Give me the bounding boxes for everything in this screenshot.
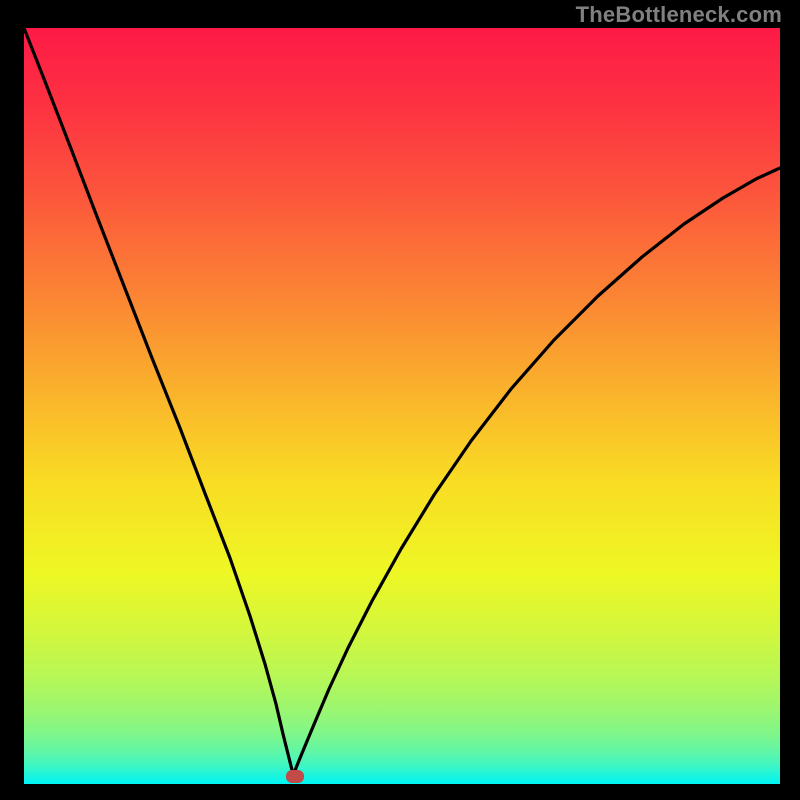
gradient-background — [24, 28, 780, 784]
watermark-text: TheBottleneck.com — [576, 2, 782, 28]
vertex-marker — [286, 770, 304, 783]
plot-svg — [24, 28, 780, 784]
plot-area — [24, 28, 780, 784]
